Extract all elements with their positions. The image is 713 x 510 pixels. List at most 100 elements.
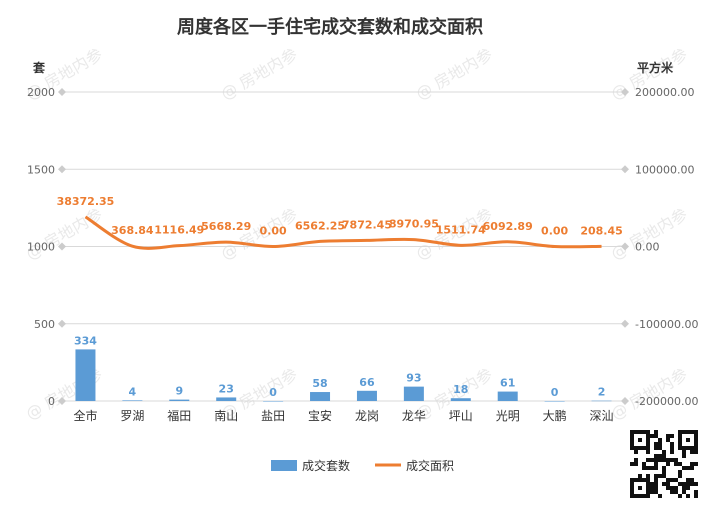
- chart-title: 周度各区一手住宅成交套数和成交面积: [177, 16, 483, 38]
- qr-module: [658, 474, 662, 478]
- bar-value-label: 4: [129, 385, 137, 398]
- qr-module: [634, 450, 638, 454]
- line-value-label: 6562.25: [295, 219, 345, 232]
- qr-module: [678, 474, 682, 478]
- legend-label-bar: 成交套数: [302, 458, 350, 473]
- qr-module: [650, 458, 654, 462]
- qr-module: [638, 446, 642, 450]
- left-tick-label: 1500: [27, 163, 55, 176]
- qr-module: [630, 482, 634, 486]
- qr-module: [646, 466, 650, 470]
- qr-module: [662, 482, 666, 486]
- line-value-label: 8970.95: [389, 218, 439, 231]
- qr-module: [670, 486, 674, 490]
- qr-module: [634, 462, 638, 466]
- qr-module: [666, 434, 670, 438]
- qr-module: [666, 482, 670, 486]
- right-tick-label: 200000.00: [635, 86, 695, 99]
- bar: [497, 391, 518, 401]
- line-value-label: 0.00: [541, 225, 568, 238]
- qr-module: [630, 462, 634, 466]
- right-tick-label: 100000.00: [635, 163, 695, 176]
- qr-module: [646, 430, 650, 434]
- qr-module: [634, 458, 638, 462]
- qr-module: [666, 458, 670, 462]
- qr-module: [690, 462, 694, 466]
- qr-module: [674, 486, 678, 490]
- line-value-label: 0.00: [260, 225, 287, 238]
- left-tick-label: 2000: [27, 86, 55, 99]
- qr-module: [654, 486, 658, 490]
- qr-module: [682, 490, 686, 494]
- qr-module: [658, 442, 662, 446]
- legend-swatch-bar: [271, 460, 297, 471]
- qr-module: [670, 490, 674, 494]
- right-tick-marker: [621, 319, 629, 328]
- qr-module: [630, 490, 634, 494]
- x-axis-categories: 全市 罗湖 福田 南山 盐田 宝安 龙岗 龙华 坪山 光明 大鹏 深汕: [73, 408, 613, 423]
- bar: [310, 392, 331, 401]
- qr-module: [654, 430, 658, 434]
- qr-module: [630, 430, 634, 434]
- qr-module: [694, 490, 698, 494]
- x-category-label: 福田: [167, 408, 191, 423]
- qr-module: [634, 446, 638, 450]
- qr-module: [638, 486, 642, 490]
- qr-module: [638, 474, 642, 478]
- qr-module: [654, 490, 658, 494]
- qr-module: [678, 462, 682, 466]
- qr-module: [694, 442, 698, 446]
- bar: [591, 400, 612, 402]
- qr-module: [690, 450, 694, 454]
- right-tick-label: 0.00: [635, 241, 660, 254]
- qr-module: [678, 494, 682, 498]
- qr-module: [634, 430, 638, 434]
- qr-module: [646, 494, 650, 498]
- bar-value-label: 58: [312, 377, 327, 390]
- qr-module: [650, 486, 654, 490]
- qr-module: [650, 434, 654, 438]
- x-category-label: 罗湖: [120, 408, 144, 423]
- qr-module: [646, 474, 650, 478]
- line-value-label: 1511.74: [436, 223, 486, 236]
- legend[interactable]: 成交套数 成交面积: [271, 458, 454, 473]
- qr-module: [670, 446, 674, 450]
- qr-module: [630, 478, 634, 482]
- qr-module: [686, 466, 690, 470]
- qr-module: [670, 458, 674, 462]
- x-category-label: 宝安: [308, 408, 332, 423]
- qr-module: [658, 458, 662, 462]
- qr-module: [682, 446, 686, 450]
- qr-module: [666, 478, 670, 482]
- qr-module: [630, 442, 634, 446]
- qr-module: [678, 470, 682, 474]
- qr-module: [686, 482, 690, 486]
- qr-module: [630, 494, 634, 498]
- right-axis-ticks: 200000.00 100000.00 0.00 -100000.00 -200000.…: [635, 86, 698, 408]
- left-tick-label: 500: [34, 318, 55, 331]
- qr-module: [658, 494, 662, 498]
- qr-module: [634, 494, 638, 498]
- qr-module: [674, 490, 678, 494]
- bar: [169, 399, 190, 401]
- bar: [450, 398, 471, 401]
- watermark-text: @ 房地内参: [23, 204, 106, 263]
- qr-code-image: [628, 428, 700, 500]
- qr-module: [686, 438, 690, 442]
- qr-module: [642, 462, 646, 466]
- x-category-label: 龙华: [402, 409, 426, 423]
- x-category-label: 盐田: [261, 409, 285, 423]
- qr-module: [682, 430, 686, 434]
- qr-module: [682, 454, 686, 458]
- qr-module: [650, 466, 654, 470]
- qr-module: [686, 494, 690, 498]
- qr-module: [646, 458, 650, 462]
- x-category-label: 深汕: [590, 409, 614, 423]
- qr-module: [674, 458, 678, 462]
- qr-module: [658, 446, 662, 450]
- left-axis-unit: 套: [32, 60, 46, 75]
- left-tick-marker: [58, 242, 66, 251]
- qr-module: [694, 430, 698, 434]
- qr-module: [646, 482, 650, 486]
